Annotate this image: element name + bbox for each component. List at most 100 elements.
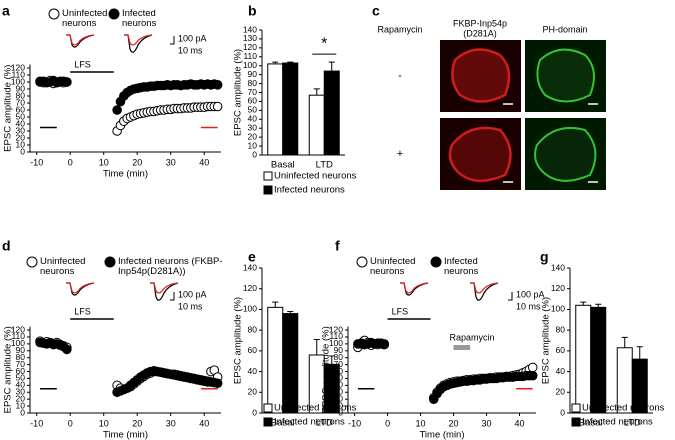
legend-label-box: Infected neurons	[122, 9, 156, 29]
trace	[66, 34, 95, 46]
y-tick-label: 120	[243, 42, 257, 52]
lfs-label: LFS	[74, 306, 91, 316]
x-tick-label: 10	[99, 418, 109, 428]
trace	[66, 282, 95, 294]
x-tick-label: -10	[348, 418, 361, 428]
y-tick-label: 80	[556, 324, 566, 334]
bar	[590, 306, 607, 414]
bar	[282, 313, 299, 414]
y-tick-label: 100	[329, 338, 343, 348]
y-axis-label: EPSC amplitude (%)	[3, 65, 14, 152]
y-tick-label: 80	[16, 90, 26, 100]
y-tick-label: 90	[16, 345, 26, 355]
legend-label: Uninfected neurons	[40, 257, 86, 277]
panel-letter: c	[372, 3, 380, 19]
error-bar	[328, 355, 335, 365]
x-tick-label: 40	[199, 418, 209, 428]
y-tick-label: 120	[11, 62, 25, 72]
legend-label: Infected neurons (FKBP-Inp54p(D281A))	[118, 257, 223, 277]
x-tick-label: 0	[68, 418, 73, 428]
y-tick-label: 100	[551, 304, 565, 314]
panel-letter: a	[2, 3, 10, 19]
error-bar	[636, 346, 643, 360]
y-tick-label: 70	[248, 87, 258, 97]
y-tick-label: 120	[329, 324, 343, 334]
y-tick-label: 60	[248, 96, 258, 106]
x-tick-label: 30	[166, 418, 176, 428]
error-bar	[272, 61, 279, 64]
y-tick-label: 140	[243, 262, 257, 272]
x-tick-label: -10	[30, 418, 43, 428]
x-tick-label: 20	[132, 418, 142, 428]
y-tick-label: 40	[556, 366, 566, 376]
trace	[470, 282, 499, 301]
y-tick-label: 40	[16, 118, 26, 128]
data-point	[212, 378, 223, 389]
scale-time: 10 ms	[178, 301, 203, 311]
panel-letter: b	[248, 3, 257, 19]
bar	[267, 63, 284, 156]
y-tick-label: 60	[556, 345, 566, 355]
y-tick-label: 100	[11, 76, 25, 86]
y-tick-label: 0	[560, 407, 565, 417]
y-tick-label: 120	[11, 324, 25, 334]
y-tick-label: 30	[334, 387, 344, 397]
legend-marker	[263, 185, 273, 195]
y-tick-label: 30	[16, 125, 26, 135]
lfs-label: LFS	[74, 59, 91, 69]
y-tick-label: 60	[16, 366, 26, 376]
data-point	[527, 362, 538, 373]
y-tick-label: 100	[243, 60, 257, 70]
y-tick-label: 80	[248, 78, 258, 88]
error-bar	[580, 301, 587, 306]
y-tick-label: 70	[16, 359, 26, 369]
legend-label: Uninfected neurons	[370, 257, 416, 277]
x-tick-label: 10	[416, 418, 426, 428]
legend-marker	[356, 256, 368, 268]
legend-marker	[108, 8, 120, 20]
y-tick-label: 100	[243, 304, 257, 314]
scale-time: 10 ms	[178, 45, 203, 55]
legend-marker	[263, 403, 273, 413]
y-axis-label: EPSC amplitude (%)	[3, 326, 14, 413]
legend-label-box: Uninfected neurons	[40, 257, 86, 277]
legend-label-box: Uninfected neurons	[370, 257, 416, 277]
rapamycin-label: Rapamycin	[450, 332, 495, 342]
data-point	[62, 77, 72, 87]
bar	[575, 304, 592, 414]
column-label: (D281A)	[463, 28, 497, 38]
y-tick-label: 20	[16, 132, 26, 142]
y-tick-label: 0	[338, 407, 343, 417]
y-tick-label: 50	[16, 373, 26, 383]
x-tick-label: Basal	[271, 418, 295, 429]
error-bar	[313, 338, 320, 355]
data-point	[112, 105, 122, 115]
panel-letter: e	[248, 249, 256, 265]
y-tick-label: 50	[16, 111, 26, 121]
y-tick-label: 10	[16, 139, 26, 149]
column-label: FKBP-Inp54p	[453, 18, 507, 28]
legend-marker	[263, 417, 273, 427]
y-tick-label: 40	[16, 380, 26, 390]
rapamycin-bar	[453, 345, 471, 350]
x-tick-label: LTD	[624, 418, 641, 429]
scale-amplitude: 100 pA	[178, 33, 207, 43]
y-axis-label: EPSC amplitude (%)	[321, 326, 332, 413]
legend-marker	[48, 8, 60, 20]
y-tick-label: 40	[248, 366, 258, 376]
row-label: +	[397, 148, 403, 160]
y-tick-label: 70	[334, 359, 344, 369]
x-tick-label: 0	[385, 418, 390, 428]
x-tick-label: 40	[515, 418, 525, 428]
error-bar	[328, 61, 335, 72]
y-tick-label: 0	[252, 149, 257, 159]
y-tick-label: 50	[334, 373, 344, 383]
y-tick-label: 90	[248, 69, 258, 79]
panel-letter: f	[335, 238, 340, 254]
column-label: PH-domain	[542, 24, 587, 34]
y-axis-label: EPSC amplitude (%)	[233, 49, 244, 136]
scale-amplitude: 100 pA	[516, 289, 545, 299]
x-axis-label: Time (min)	[419, 430, 464, 440]
legend-marker	[571, 403, 581, 413]
x-tick-label: 30	[482, 418, 492, 428]
